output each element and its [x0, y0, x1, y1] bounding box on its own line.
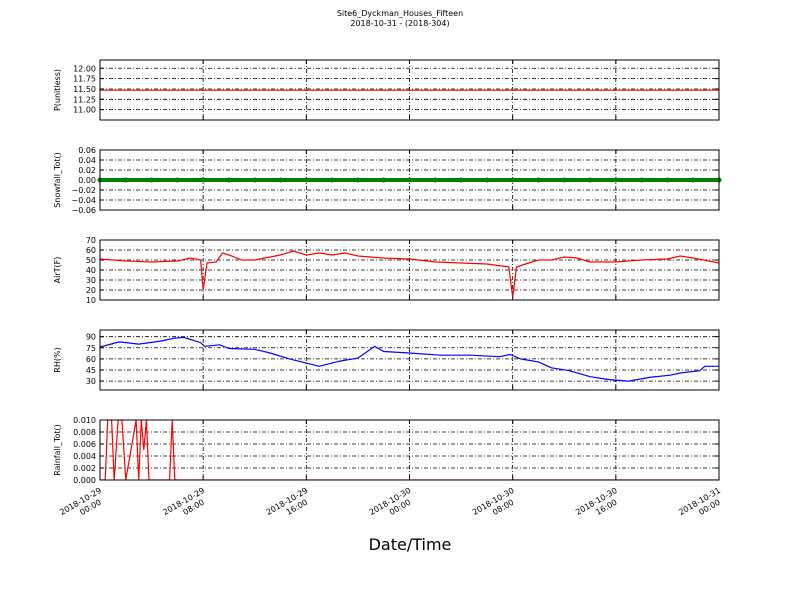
y-tick-label: 70 — [86, 236, 96, 245]
figure-subtitle: 2018-10-31 - (2018-304) — [350, 19, 449, 28]
data-point — [123, 177, 129, 183]
y-tick-label: 0.004 — [73, 452, 96, 461]
x-tick-label: 2018-10-3100:00 — [677, 486, 727, 526]
data-point — [278, 177, 284, 183]
data-point — [535, 177, 541, 183]
data-point — [484, 177, 490, 183]
y-tick-label: 11.50 — [73, 85, 96, 94]
data-point — [664, 177, 670, 183]
x-tick-label-group: 2018-10-3016:00 — [574, 486, 624, 526]
y-tick-label: 60 — [86, 355, 96, 364]
data-point — [149, 177, 155, 183]
y-tick-label: 0.006 — [73, 440, 96, 449]
y-tick-label: 10 — [86, 296, 96, 305]
y-tick-label: 0.002 — [73, 464, 96, 473]
x-tick-label: 2018-10-2916:00 — [265, 486, 315, 526]
data-point — [226, 177, 232, 183]
x-tick-label-group: 2018-10-3100:00 — [677, 486, 727, 526]
y-tick-label: −0.04 — [71, 196, 96, 205]
data-point — [303, 177, 309, 183]
y-tick-label: 20 — [86, 286, 96, 295]
data-point — [587, 177, 593, 183]
y-tick-label: −0.06 — [71, 206, 96, 215]
x-tick-label-group: 2018-10-2916:00 — [265, 486, 315, 526]
x-tick-label: 2018-10-3008:00 — [471, 486, 521, 526]
y-axis-label: Snowfall_Tot() — [53, 152, 62, 208]
x-tick-label: 2018-10-2908:00 — [161, 486, 211, 526]
data-point — [639, 177, 645, 183]
data-line — [100, 250, 719, 298]
y-axis-label: RH(%) — [53, 347, 62, 372]
data-point — [510, 177, 516, 183]
data-line — [100, 336, 719, 382]
y-tick-label: 0.000 — [73, 476, 96, 485]
data-point — [381, 177, 387, 183]
y-tick-label: 30 — [86, 377, 96, 386]
y-axis-label: P(unitless) — [53, 69, 62, 111]
y-tick-label: 11.25 — [73, 95, 96, 104]
y-tick-label: 11.75 — [73, 75, 96, 84]
plot-frame — [99, 329, 720, 391]
data-point — [690, 177, 696, 183]
x-tick-label-group: 2018-10-2908:00 — [161, 486, 211, 526]
data-point — [613, 177, 619, 183]
data-point — [329, 177, 335, 183]
plot-frame — [99, 59, 720, 121]
plot-frame — [99, 419, 720, 481]
y-tick-label: 0.010 — [73, 416, 96, 425]
y-tick-label: 0.04 — [78, 156, 96, 165]
y-tick-label: 0.008 — [73, 428, 96, 437]
y-tick-label: 30 — [86, 276, 96, 285]
y-axis-label: AirT(F) — [53, 257, 62, 284]
data-point — [355, 177, 361, 183]
data-point — [174, 177, 180, 183]
data-point — [252, 177, 258, 183]
figure-title: Site6_Dyckman_Houses_Fifteen — [337, 9, 463, 18]
x-tick-label: 2018-10-3016:00 — [574, 486, 624, 526]
y-tick-label: 75 — [86, 344, 96, 353]
x-axis-label: Date/Time — [369, 535, 452, 554]
x-tick-label-group: 2018-10-2900:00 — [58, 486, 108, 526]
y-axis-label: Rainfall_Tot() — [53, 424, 62, 476]
data-point — [407, 177, 412, 183]
y-tick-label: 50 — [86, 256, 96, 265]
y-tick-label: 0.00 — [78, 176, 96, 185]
y-tick-label: −0.02 — [71, 186, 96, 195]
y-tick-label: 0.06 — [78, 146, 96, 155]
y-tick-label: 60 — [86, 246, 96, 255]
data-point — [561, 177, 567, 183]
data-point — [432, 177, 438, 183]
plot-frame — [99, 149, 720, 211]
y-tick-label: 11.00 — [73, 106, 96, 115]
data-line — [100, 420, 719, 480]
y-tick-label: 12.00 — [73, 64, 96, 73]
y-tick-label: 0.02 — [78, 166, 96, 175]
x-tick-label: 2018-10-2900:00 — [58, 486, 108, 526]
data-point — [200, 177, 206, 183]
plot-frame — [99, 239, 720, 301]
x-tick-label-group: 2018-10-3000:00 — [368, 486, 418, 526]
y-tick-label: 40 — [86, 266, 96, 275]
x-tick-label-group: 2018-10-3008:00 — [471, 486, 521, 526]
y-tick-label: 90 — [86, 333, 96, 342]
x-tick-label: 2018-10-3000:00 — [368, 486, 418, 526]
y-tick-label: 45 — [86, 366, 96, 375]
data-point — [458, 177, 464, 183]
